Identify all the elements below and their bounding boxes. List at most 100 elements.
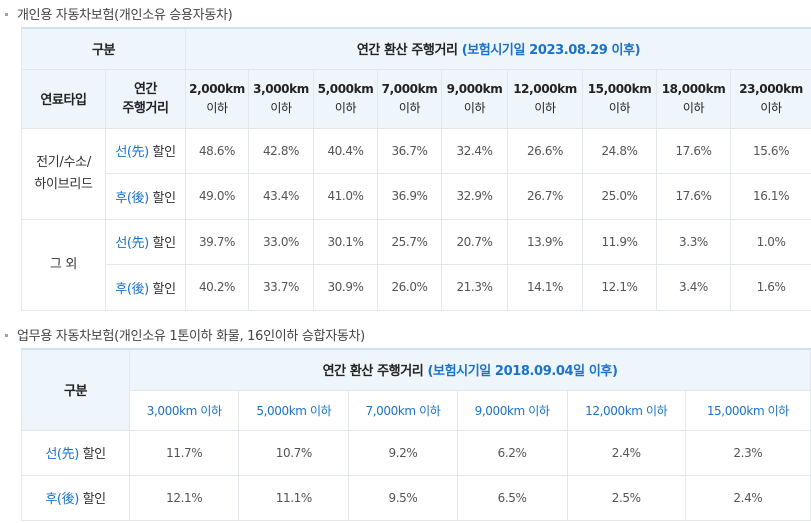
discount-rate-cell: 1.0% <box>729 218 811 265</box>
discount-rate-cell: 20.7% <box>441 218 508 265</box>
distance-suffix: 이하 <box>463 100 486 115</box>
fuel-type-label: 전기/수소/하이브리드 <box>21 127 106 220</box>
distance-header-2-1: 5,000km 이하 <box>238 389 350 431</box>
discount-rate-cell: 48.6% <box>185 127 249 174</box>
discount-prefix: 후(後) <box>115 281 149 297</box>
discount-rate-cell: 9.5% <box>348 474 458 521</box>
discount-rate-cell: 21.3% <box>441 263 508 311</box>
distance-km: 18,000km <box>661 81 726 96</box>
discount-rate-cell: 42.8% <box>248 127 314 174</box>
discount-rate-cell: 32.9% <box>441 172 508 220</box>
discount-rate-cell: 30.9% <box>313 263 378 311</box>
discount-rate-cell: 17.6% <box>656 172 731 220</box>
distance-header-2-0: 3,000km 이하 <box>129 389 240 431</box>
table-row: 전기/수소/하이브리드 선(先) 할인 48.6% 42.8% 40.4% 36.7% 32… <box>21 127 811 220</box>
discount-type: 후(後) 할인 <box>105 172 186 220</box>
discount-rate-cell: 32.4% <box>441 127 508 174</box>
section1-title-text: 개인용 자동차보험(개인소유 승용자동차) <box>17 8 233 23</box>
header-distance-title-2: 연간 환산 주행거리 <box>322 364 424 380</box>
distance-km: 3,000km <box>253 81 309 96</box>
distance-suffix: 이하 <box>534 100 556 115</box>
discount-rate-cell: 2.3% <box>684 429 811 476</box>
distance-header-3: 7,000km 이하 <box>377 68 442 129</box>
distance-suffix: 이하 <box>334 100 357 115</box>
distance-header-7: 18,000km 이하 <box>656 68 731 129</box>
section1-title: 개인용 자동차보험(개인소유 승용자동차) <box>0 4 233 23</box>
distance-header-1: 3,000km 이하 <box>248 68 314 129</box>
fuel-type-line2: 하이브리드 <box>34 176 93 192</box>
discount-rate-cell: 2.5% <box>566 474 686 521</box>
col-fuel-type: 연료타입 <box>21 68 106 129</box>
distance-header-2-5: 15,000km 이하 <box>684 389 811 431</box>
discount-rate-cell: 33.7% <box>248 263 314 311</box>
header-distance: 연간 환산 주행거리 (보험시기일 2023.08.29 이후) <box>184 27 811 70</box>
header-distance-note: (보험시기일 2023.08.29 이후) <box>461 43 641 59</box>
distance-header-2-3: 9,000km 이하 <box>456 389 568 431</box>
header-group: 구분 <box>21 27 186 70</box>
discount-rate-cell: 36.7% <box>377 127 442 174</box>
table-row: 선(先) 할인 11.7% 10.7% 9.2% 6.2% 2.4% 2.3% <box>20 429 811 476</box>
distance-header-8: 23,000km 이하 <box>729 68 811 129</box>
bullet-icon <box>5 12 8 16</box>
discount-rate-cell: 12.1% <box>582 263 657 311</box>
discount-rate-cell: 2.4% <box>566 429 686 476</box>
discount-rate-cell: 39.7% <box>185 218 249 265</box>
discount-rate-cell: 12.1% <box>129 474 240 521</box>
section2-title: 업무용 자동차보험(개인소유 1톤이하 화물, 16인이하 승합자동차) <box>0 325 365 344</box>
distance-km: 9,000km <box>446 81 503 96</box>
discount-rate-cell: 3.4% <box>656 263 731 311</box>
discount-rate-cell: 2.4% <box>684 474 811 521</box>
distance-suffix: 이하 <box>270 100 292 115</box>
discount-prefix: 후(後) <box>115 190 149 206</box>
discount-type: 선(先) 할인 <box>20 429 131 476</box>
distance-header-5: 12,000km 이하 <box>507 68 583 129</box>
discount-rate-cell: 36.9% <box>377 172 442 220</box>
personal-insurance-table: 구분 연간 환산 주행거리 (보험시기일 2023.08.29 이후) 연료타입… <box>21 27 811 311</box>
distance-suffix: 이하 <box>206 100 228 115</box>
distance-suffix: 이하 <box>760 100 782 115</box>
discount-rate-cell: 11.7% <box>129 429 240 476</box>
discount-rate-cell: 24.8% <box>582 127 657 174</box>
discount-prefix: 선(先) <box>115 236 149 251</box>
distance-km: 7,000km <box>381 81 438 96</box>
discount-suffix: 할인 <box>78 492 107 507</box>
discount-suffix: 할인 <box>148 190 177 206</box>
distance-km: 5,000km <box>317 81 374 96</box>
discount-rate-cell: 13.9% <box>507 218 583 265</box>
distance-suffix: 이하 <box>608 100 631 115</box>
distance-header-2-4: 12,000km 이하 <box>566 389 686 431</box>
table-row: 그 외 선(先) 할인 39.7% 33.0% 30.1% 25.7% 20.7% 13.9%… <box>21 218 811 311</box>
discount-rate-cell: 41.0% <box>313 172 378 220</box>
section2-title-text: 업무용 자동차보험(개인소유 1톤이하 화물, 16인이하 승합자동차) <box>17 329 365 344</box>
discount-type: 선(先) 할인 <box>105 218 186 265</box>
header-distance-note-2: (보험시기일 2018.09.04일 이후) <box>427 364 618 380</box>
discount-suffix: 할인 <box>148 281 177 297</box>
distance-suffix: 이하 <box>398 100 421 115</box>
discount-rate-cell: 15.6% <box>729 127 811 174</box>
discount-rate-cell: 25.7% <box>377 218 442 265</box>
discount-rate-cell: 26.0% <box>377 263 442 311</box>
fuel-type-line1: 그 외 <box>49 256 78 272</box>
distance-km: 15,000km <box>587 81 652 96</box>
discount-rate-cell: 43.4% <box>248 172 314 220</box>
distance-header-2-2: 7,000km 이하 <box>348 389 458 431</box>
table-row: 후(後) 할인 12.1% 11.1% 9.5% 6.5% 2.5% 2.4% <box>20 474 811 521</box>
discount-rate-cell: 30.1% <box>313 218 378 265</box>
fuel-type-line1: 전기/수소/ <box>36 154 91 170</box>
discount-rate-cell: 25.0% <box>582 172 657 220</box>
discount-rate-cell: 14.1% <box>507 263 583 311</box>
distance-km: 2,000km <box>189 81 245 96</box>
discount-prefix: 선(先) <box>45 447 79 462</box>
discount-prefix: 선(先) <box>115 145 149 160</box>
discount-prefix: 후(後) <box>45 492 79 507</box>
distance-km: 12,000km <box>513 81 577 96</box>
business-insurance-table: 구분 연간 환산 주행거리 (보험시기일 2018.09.04일 이후) 3,0… <box>20 348 811 521</box>
discount-rate-cell: 49.0% <box>185 172 249 220</box>
bullet-icon <box>5 333 8 337</box>
discount-rate-cell: 17.6% <box>656 127 731 174</box>
discount-rate-cell: 6.5% <box>456 474 568 521</box>
discount-rate-cell: 11.9% <box>582 218 657 265</box>
discount-rate-cell: 6.2% <box>456 429 568 476</box>
discount-type: 후(後) 할인 <box>105 263 186 311</box>
table-row: 후(後) 할인 49.0% 43.4% 41.0% 36.9% 32.9% 26.7% 25.… <box>22 172 811 220</box>
